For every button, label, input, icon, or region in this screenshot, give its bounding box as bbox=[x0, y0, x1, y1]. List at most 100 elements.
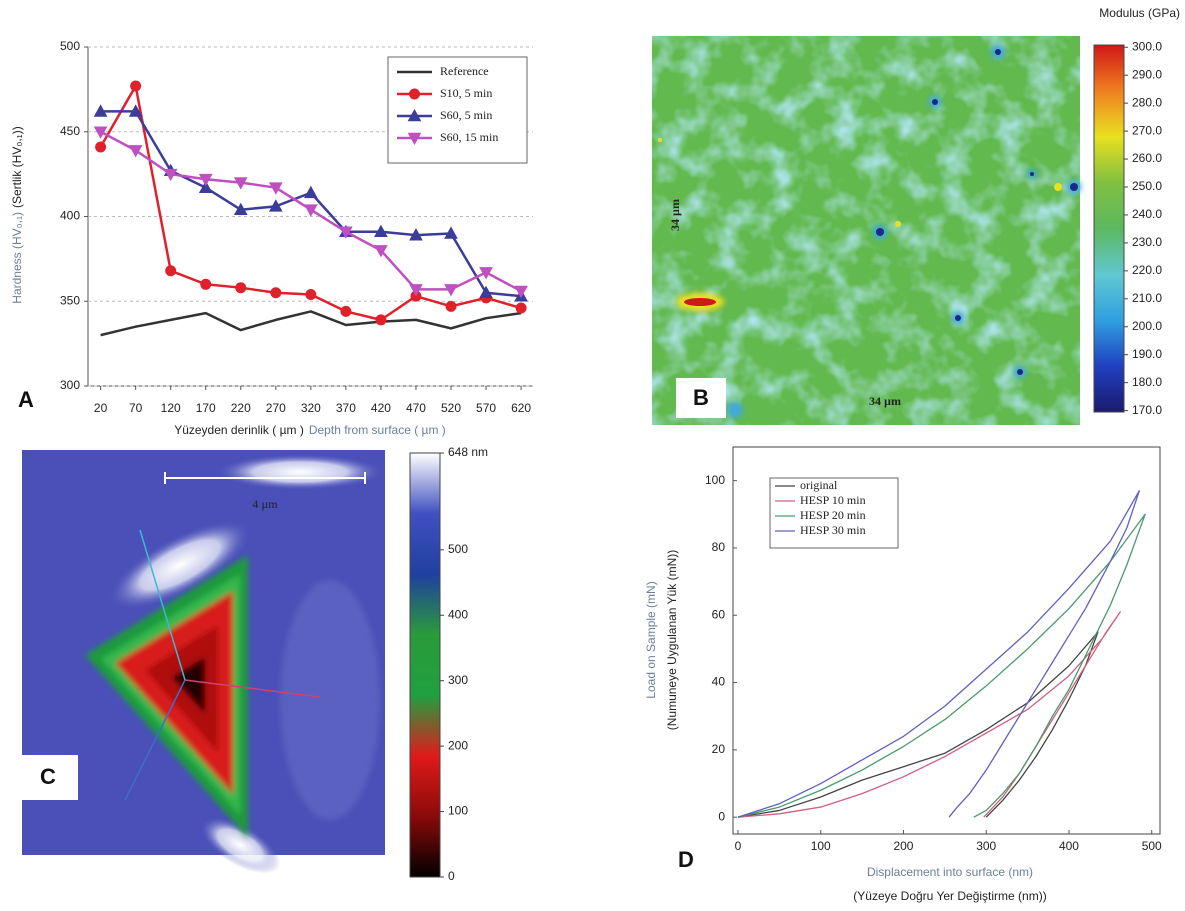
x-tick-label: 20 bbox=[94, 401, 108, 415]
marker bbox=[198, 180, 213, 193]
panel-label-box bbox=[22, 755, 78, 800]
marker bbox=[409, 228, 423, 241]
marker bbox=[200, 278, 212, 290]
panel-label: D bbox=[678, 847, 694, 872]
y-label-en: Hardness (HV₀,₁) bbox=[10, 212, 24, 304]
marker bbox=[270, 287, 282, 299]
legend-label: S10, 5 min bbox=[440, 86, 492, 100]
marker bbox=[409, 88, 420, 100]
marker bbox=[479, 285, 493, 299]
y-tick-label: 60 bbox=[712, 607, 726, 621]
colorbar bbox=[409, 452, 441, 878]
x-tick-label: 120 bbox=[161, 401, 181, 415]
colorbar-tick-label: 190.0 bbox=[1132, 347, 1162, 361]
colorbar-tick-label: 220.0 bbox=[1132, 263, 1162, 277]
map-width-label: 34 µm bbox=[869, 394, 901, 408]
panel-label: B bbox=[693, 385, 709, 410]
colorbar-tick-label: 290.0 bbox=[1132, 67, 1162, 81]
x-label-tr: Yüzeyden derinlik ( µm ) bbox=[174, 423, 304, 437]
y-tick-label: 300 bbox=[60, 378, 80, 392]
series-line bbox=[737, 611, 1121, 818]
x-tick-label: 220 bbox=[231, 401, 251, 415]
x-tick-label: 500 bbox=[1142, 839, 1162, 853]
x-tick-label: 170 bbox=[196, 401, 216, 415]
marker bbox=[165, 265, 177, 277]
marker bbox=[198, 173, 213, 187]
colorbar-tick-label: 250.0 bbox=[1132, 179, 1162, 193]
colorbar-tick-label: 100 bbox=[448, 804, 468, 818]
marker bbox=[235, 282, 247, 294]
marker bbox=[340, 305, 352, 317]
colorbar-tick-label: 300.0 bbox=[1132, 39, 1162, 53]
y-tick-label: 350 bbox=[60, 293, 80, 307]
x-label-en: Displacement into surface (nm) bbox=[867, 865, 1033, 879]
colorbar-tick-label: 180.0 bbox=[1132, 375, 1162, 389]
marker bbox=[268, 182, 283, 195]
y-tick-label: 40 bbox=[712, 675, 726, 689]
colorbar-tick-label: 230.0 bbox=[1132, 235, 1162, 249]
panel-label: C bbox=[40, 764, 56, 789]
marker bbox=[515, 302, 527, 314]
legend-label: HESP 20 min bbox=[800, 508, 866, 522]
y-tick-label: 100 bbox=[705, 473, 725, 487]
marker bbox=[95, 141, 107, 153]
legend-label: S60, 15 min bbox=[440, 130, 498, 144]
colorbar bbox=[1093, 44, 1125, 413]
y-tick-label: 400 bbox=[60, 209, 80, 223]
marker bbox=[375, 314, 387, 326]
legend-label: S60, 5 min bbox=[440, 108, 492, 122]
y-tick-label: 0 bbox=[718, 809, 725, 823]
x-label-tr: (Yüzeye Doğru Yer Değiştirme (nm)) bbox=[853, 889, 1046, 903]
marker bbox=[407, 108, 422, 122]
x-tick-label: 570 bbox=[476, 401, 496, 415]
y-label-en: Load on Sample (mN) bbox=[644, 581, 658, 698]
panel-label: A bbox=[18, 387, 34, 412]
y-tick-label: 20 bbox=[712, 742, 726, 756]
afm-image bbox=[22, 450, 385, 874]
marker bbox=[409, 284, 423, 297]
colorbar-tick-label: 200.0 bbox=[1132, 319, 1162, 333]
x-label-en: Depth from surface ( µm ) bbox=[309, 423, 446, 437]
x-tick-label: 70 bbox=[129, 401, 143, 415]
x-tick-label: 320 bbox=[301, 401, 321, 415]
y-tick-label: 450 bbox=[60, 124, 80, 138]
marker bbox=[128, 145, 143, 158]
marker bbox=[339, 226, 353, 239]
legend-label: Reference bbox=[440, 64, 489, 78]
y-label-tr: (Sertlik (HV₀,₁)) bbox=[10, 126, 24, 208]
x-tick-label: 400 bbox=[1059, 839, 1079, 853]
marker bbox=[444, 284, 458, 297]
y-label-tr: (Numuneye Uygulanan Yük (mN)) bbox=[665, 550, 679, 731]
x-tick-label: 470 bbox=[406, 401, 426, 415]
colorbar-title: Modulus (GPa) bbox=[1099, 6, 1180, 20]
y-tick-label: 500 bbox=[60, 39, 80, 53]
marker bbox=[407, 132, 422, 146]
marker bbox=[445, 300, 457, 312]
panel-label-box bbox=[676, 378, 726, 418]
x-tick-label: 300 bbox=[976, 839, 996, 853]
colorbar-tick-label: 210.0 bbox=[1132, 291, 1162, 305]
marker bbox=[374, 224, 388, 238]
colorbar-tick-label: 200 bbox=[448, 738, 468, 752]
colorbar-tick-label: 280.0 bbox=[1132, 95, 1162, 109]
marker bbox=[479, 267, 493, 280]
map-height-label: 34 µm bbox=[668, 199, 682, 231]
colorbar-tick-label: 0 bbox=[448, 869, 455, 883]
colorbar-tick-label: 400 bbox=[448, 607, 468, 621]
legend-box bbox=[387, 56, 528, 164]
x-tick-label: 270 bbox=[266, 401, 286, 415]
colorbar-tick-label: 300 bbox=[448, 673, 468, 687]
y-tick-label: 80 bbox=[712, 540, 726, 554]
scale-bar-label: 4 µm bbox=[252, 497, 278, 511]
marker bbox=[128, 104, 143, 117]
marker bbox=[374, 245, 388, 258]
marker bbox=[304, 185, 318, 199]
series-line bbox=[737, 513, 1146, 818]
marker bbox=[268, 199, 283, 212]
x-tick-label: 200 bbox=[893, 839, 913, 853]
colorbar-tick-label: 648 nm bbox=[448, 445, 488, 459]
series-line bbox=[737, 490, 1140, 818]
marker bbox=[233, 177, 248, 190]
x-tick-label: 520 bbox=[441, 401, 461, 415]
